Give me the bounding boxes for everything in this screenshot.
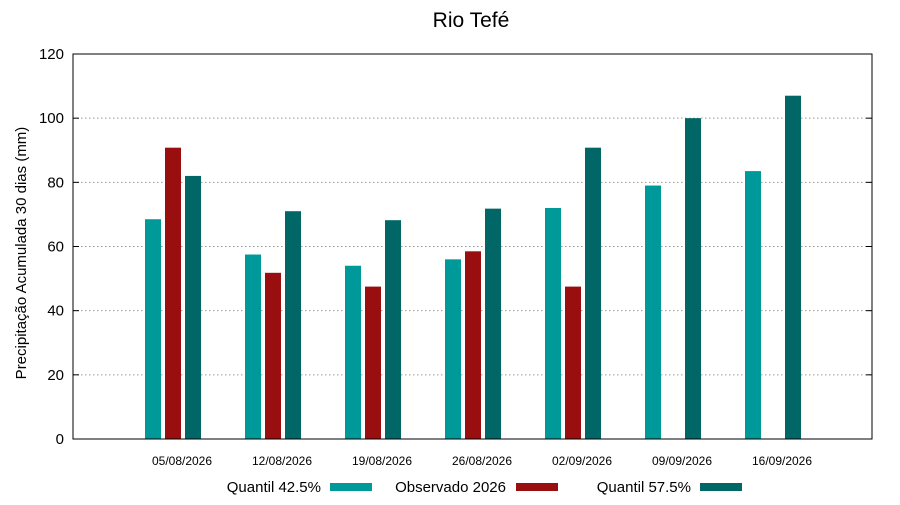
y-tick-label: 20 <box>47 367 64 384</box>
y-tick-label: 120 <box>39 46 64 63</box>
x-tick-label: 05/08/2026 <box>152 454 212 468</box>
bars <box>145 95 801 440</box>
axis-ticks: 0 20 40 60 80 100 120 05/08/2026 12/08/2026 19/08… <box>39 46 872 468</box>
y-tick-label: 40 <box>47 303 64 320</box>
legend-label: Observado 2026 <box>395 479 506 496</box>
legend-swatch <box>516 483 558 491</box>
x-tick-label: 16/09/2026 <box>752 454 812 468</box>
bar <box>785 95 801 439</box>
bar <box>185 175 201 439</box>
bar <box>345 265 361 439</box>
legend: Quantil 42.5% Observado 2026 Quantil 57.5% <box>227 479 742 496</box>
bar <box>565 286 581 439</box>
y-tick-label: 60 <box>47 239 64 256</box>
bar <box>285 211 301 439</box>
x-tick-label: 26/08/2026 <box>452 454 512 468</box>
bar <box>685 118 701 440</box>
bar <box>365 286 381 439</box>
x-tick-label: 12/08/2026 <box>252 454 312 468</box>
chart-title: Rio Tefé <box>433 9 510 32</box>
bar <box>265 272 281 439</box>
bar <box>645 185 661 439</box>
bar <box>485 208 501 439</box>
bar <box>165 147 181 439</box>
bar <box>385 220 401 439</box>
bar <box>585 147 601 439</box>
y-axis-label: Precipitação Acumulada 30 dias (mm) <box>13 127 30 380</box>
legend-label: Quantil 42.5% <box>227 479 321 496</box>
bar <box>145 219 161 439</box>
bar <box>465 251 481 439</box>
y-tick-label: 80 <box>47 174 64 191</box>
x-tick-label: 02/09/2026 <box>552 454 612 468</box>
y-tick-label: 0 <box>56 431 64 448</box>
grid-lines <box>73 117 872 376</box>
legend-swatch <box>700 483 742 491</box>
bar <box>745 171 761 439</box>
bar <box>445 259 461 439</box>
legend-swatch <box>330 483 372 491</box>
x-tick-label: 19/08/2026 <box>352 454 412 468</box>
y-tick-label: 100 <box>39 110 64 127</box>
bar <box>245 254 261 439</box>
x-tick-label: 09/09/2026 <box>652 454 712 468</box>
legend-label: Quantil 57.5% <box>597 479 691 496</box>
bar <box>545 208 561 439</box>
